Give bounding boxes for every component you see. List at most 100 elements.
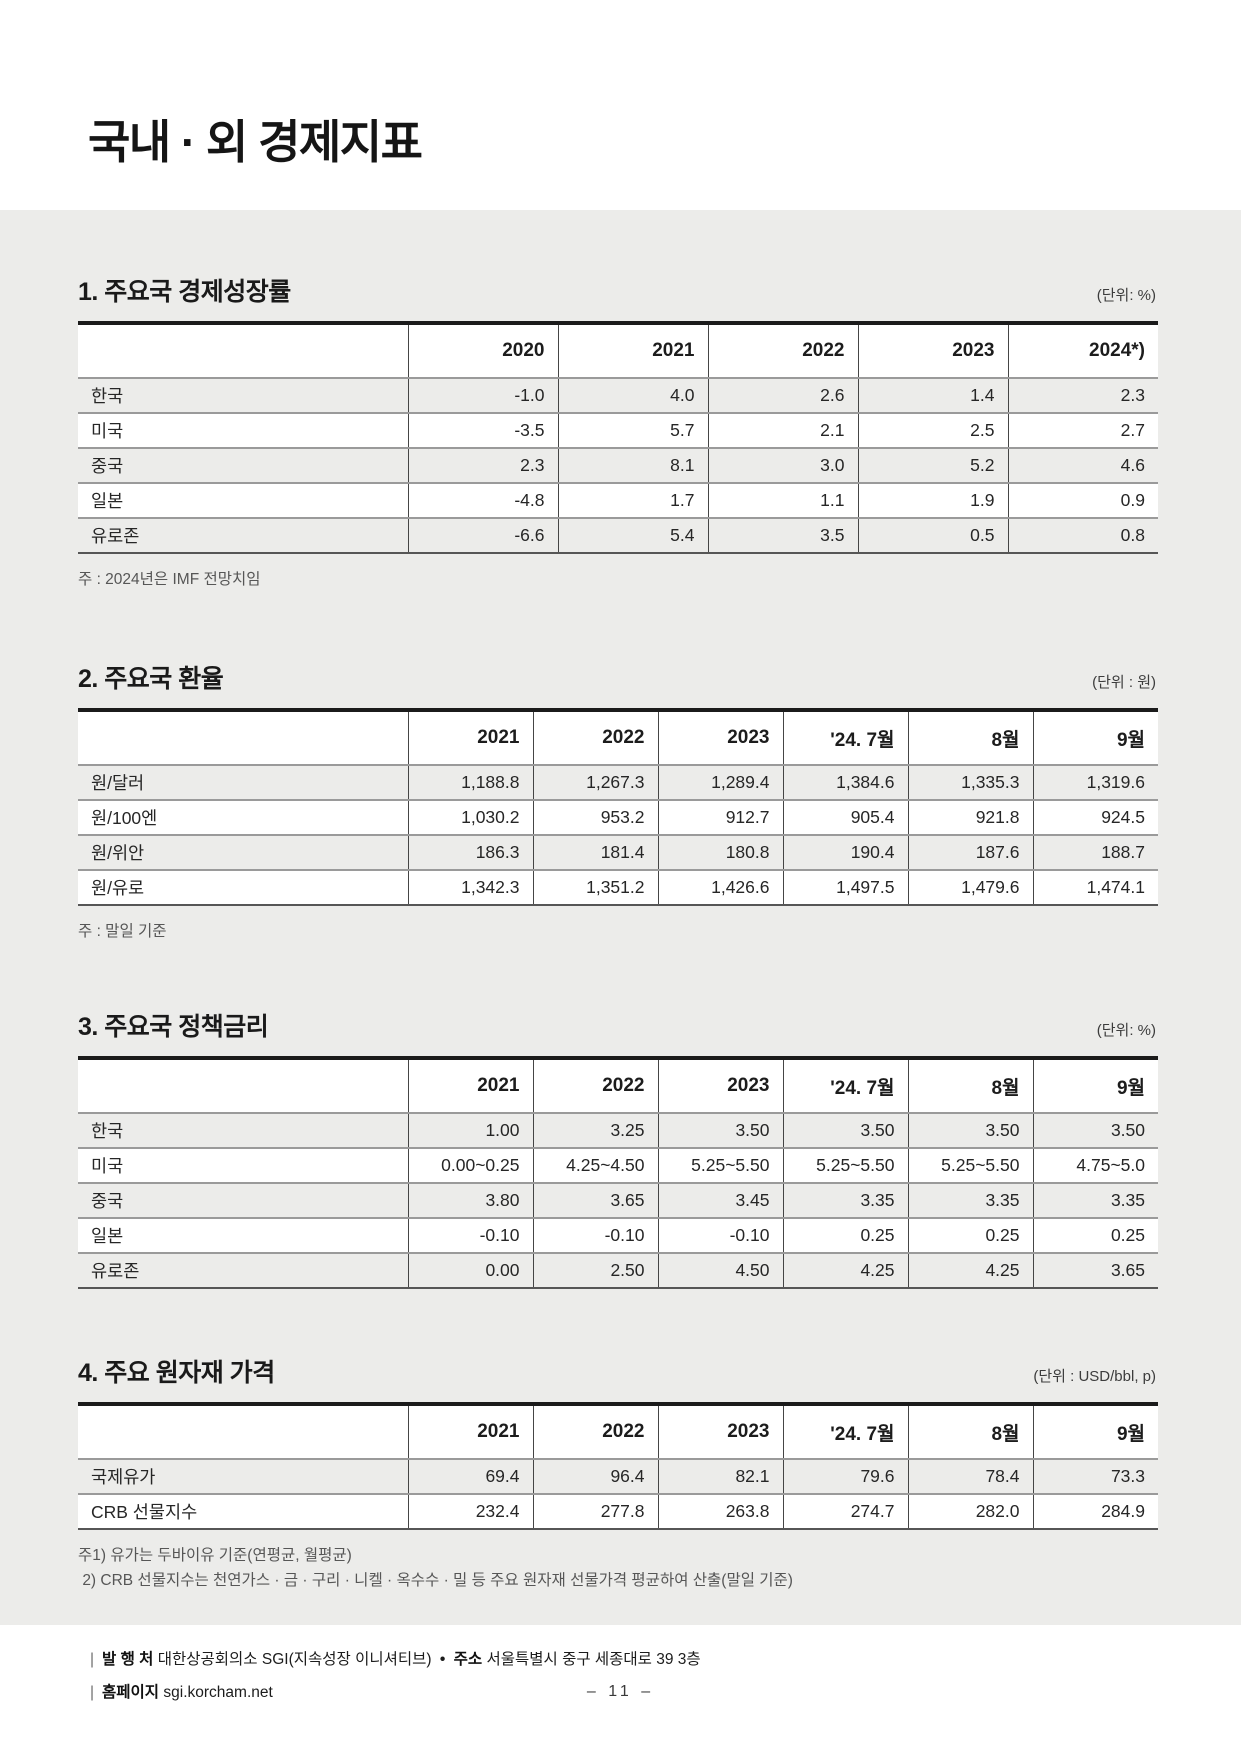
cell-value: 4.6: [1007, 447, 1158, 483]
column-header: 2023: [857, 323, 1008, 379]
row-label: CRB 선물지수: [78, 1493, 408, 1529]
cell-value: 3.50: [1032, 1113, 1158, 1148]
cell-value: 96.4: [532, 1459, 658, 1494]
column-header: 9월: [1032, 1404, 1158, 1460]
cell-value: 1,267.3: [532, 765, 658, 800]
cell-value: 4.25: [907, 1252, 1033, 1288]
cell-value: 924.5: [1032, 799, 1158, 835]
table-row: 미국 0.00~0.25 4.25~4.50 5.25~5.50 5.25~5.50 5.…: [78, 1147, 1158, 1183]
row-label: 중국: [78, 1182, 408, 1218]
row-label: 유로존: [78, 1252, 408, 1288]
cell-value: 1,479.6: [907, 869, 1033, 905]
divider-bar: |: [90, 1684, 95, 1701]
cell-value: -0.10: [532, 1217, 658, 1253]
cell-value: 188.7: [1032, 834, 1158, 870]
section-header: 3. 주요국 정책금리 (단위: %): [78, 1010, 1156, 1044]
column-header: 2023: [657, 710, 783, 766]
table-row: 일본 -0.10 -0.10 -0.10 0.25 0.25 0.25: [78, 1217, 1158, 1253]
cell-value: -0.10: [407, 1217, 533, 1253]
cell-value: 3.45: [657, 1182, 783, 1218]
table-row: 중국 3.80 3.65 3.45 3.35 3.35 3.35: [78, 1182, 1158, 1218]
table-row: 한국 -1.0 4.0 2.6 1.4 2.3: [78, 378, 1158, 413]
table-row: 한국 1.00 3.25 3.50 3.50 3.50 3.50: [78, 1113, 1158, 1148]
publisher-value: 대한상공회의소 SGI(지속성장 이니셔티브): [157, 1651, 432, 1668]
cell-value: 912.7: [657, 799, 783, 835]
header-row: 2021 2022 2023'24. 7월 8월 9월: [78, 1404, 1158, 1460]
label-column-header: [78, 1404, 408, 1460]
cell-value: 921.8: [907, 799, 1033, 835]
cell-value: 2.6: [707, 378, 858, 413]
cell-value: 1,497.5: [782, 869, 908, 905]
table-row: 원/유로 1,342.3 1,351.2 1,426.6 1,497.5 1,479.6 1…: [78, 869, 1158, 905]
column-header: 2021: [407, 1404, 533, 1460]
table-row: 유로존 0.00 2.50 4.50 4.25 4.25 3.65: [78, 1252, 1158, 1288]
address-label: 주소: [453, 1651, 483, 1668]
cell-value: 3.65: [1032, 1252, 1158, 1288]
cell-value: 3.50: [657, 1113, 783, 1148]
cell-value: 0.25: [907, 1217, 1033, 1253]
cell-value: 3.50: [907, 1113, 1033, 1148]
section-policy-rates: 3. 주요국 정책금리 (단위: %) 2021 2022 2023'24. 7월 8…: [78, 1010, 1158, 1302]
cell-value: -0.10: [657, 1217, 783, 1253]
publisher-label: 발 행 처: [102, 1651, 154, 1668]
row-label: 원/위안: [78, 834, 408, 870]
header-row: 2021 2022 2023'24. 7월 8월 9월: [78, 710, 1158, 766]
cell-value: 190.4: [782, 834, 908, 870]
table-row: 원/100엔 1,030.2 953.2 912.7 905.4 921.8 924.5: [78, 799, 1158, 835]
column-header: '24. 7월: [782, 1058, 908, 1114]
cell-value: 3.35: [782, 1182, 908, 1218]
label-column-header: [78, 1058, 408, 1114]
row-label: 미국: [78, 412, 408, 448]
column-header: 2020: [407, 323, 558, 379]
cell-value: 0.8: [1007, 517, 1158, 553]
cell-value: 5.4: [557, 517, 708, 553]
unit-label: (단위 : 원): [1092, 674, 1156, 691]
policy-rate-table: 2021 2022 2023'24. 7월 8월 9월 한국 1.00 3.25 3.50 3.…: [78, 1056, 1158, 1289]
cell-value: 1,351.2: [532, 869, 658, 905]
label-column-header: [78, 710, 408, 766]
content-band: 1. 주요국 경제성장률 (단위: %) 2020 2021 2022 2023 202…: [0, 210, 1241, 1625]
section-header: 1. 주요국 경제성장률 (단위: %): [78, 275, 1156, 309]
cell-value: 3.35: [1032, 1182, 1158, 1218]
column-header: 2023: [657, 1404, 783, 1460]
publication-footer: | 발 행 처 대한상공회의소 SGI(지속성장 이니셔티브) • 주소 서울특별…: [90, 1643, 701, 1709]
cell-value: 1.1: [707, 482, 858, 518]
cell-value: 73.3: [1032, 1459, 1158, 1494]
cell-value: 186.3: [407, 834, 533, 870]
cell-value: 232.4: [407, 1493, 533, 1529]
page-title: 국내 · 외 경제지표: [88, 116, 423, 168]
cell-value: 4.75~5.0: [1032, 1147, 1158, 1183]
cell-value: 187.6: [907, 834, 1033, 870]
commodity-price-table: 2021 2022 2023'24. 7월 8월 9월 국제유가 69.4 96.4 82.1…: [78, 1402, 1158, 1530]
cell-value: 69.4: [407, 1459, 533, 1494]
section-header: 2. 주요국 환율 (단위 : 원): [78, 662, 1156, 696]
address-value: 서울특별시 중구 세종대로 39 3층: [486, 1651, 701, 1668]
cell-value: 3.65: [532, 1182, 658, 1218]
cell-value: 5.2: [857, 447, 1008, 483]
cell-value: 5.25~5.50: [907, 1147, 1033, 1183]
row-label: 일본: [78, 482, 408, 518]
website-label: 홈페이지: [102, 1684, 160, 1701]
page-number: – 11 –: [586, 1683, 655, 1700]
unit-label: (단위 : USD/bbl, p): [1033, 1368, 1156, 1385]
row-label: 일본: [78, 1217, 408, 1253]
column-header: 8월: [907, 1404, 1033, 1460]
row-label: 중국: [78, 447, 408, 483]
cell-value: -6.6: [407, 517, 558, 553]
cell-value: 1.9: [857, 482, 1008, 518]
cell-value: 180.8: [657, 834, 783, 870]
column-header: 2022: [532, 710, 658, 766]
header-row: 2021 2022 2023'24. 7월 8월 9월: [78, 1058, 1158, 1114]
cell-value: 82.1: [657, 1459, 783, 1494]
row-label: 유로존: [78, 517, 408, 553]
column-header: 2022: [532, 1404, 658, 1460]
cell-value: -4.8: [407, 482, 558, 518]
cell-value: 181.4: [532, 834, 658, 870]
cell-value: 79.6: [782, 1459, 908, 1494]
table-note: 주 : 말일 기준: [78, 923, 167, 940]
cell-value: 3.25: [532, 1113, 658, 1148]
row-label: 국제유가: [91, 1467, 156, 1487]
cell-value: 3.35: [907, 1182, 1033, 1218]
cell-value: 8.1: [557, 447, 708, 483]
section-commodity-prices: 4. 주요 원자재 가격 (단위 : USD/bbl, p) 2021 2022 2…: [78, 1356, 1158, 1593]
